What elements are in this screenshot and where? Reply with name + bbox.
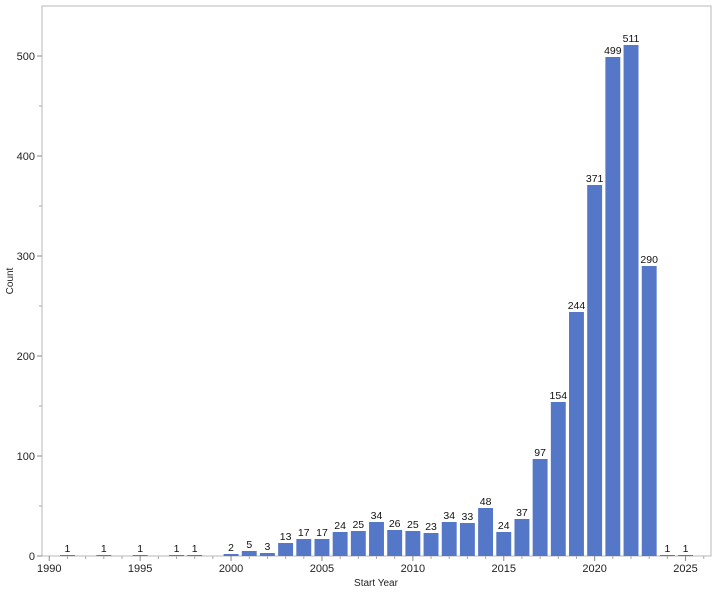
bar-2020 xyxy=(587,185,603,556)
bar-2012 xyxy=(441,522,457,556)
bar-1991 xyxy=(60,555,75,556)
x-tick-label-2015: 2015 xyxy=(492,563,516,575)
bar-2001 xyxy=(241,551,257,556)
y-tick-label-0: 0 xyxy=(29,551,35,563)
bar-2008 xyxy=(369,522,384,556)
data-label-2003: 13 xyxy=(280,531,292,543)
data-label-2022: 511 xyxy=(623,33,640,45)
data-label-2021: 499 xyxy=(604,45,622,57)
bar-2002 xyxy=(259,553,275,556)
data-label-2025: 1 xyxy=(683,543,689,555)
bar-1997 xyxy=(169,555,184,556)
x-tick-label-1990: 1990 xyxy=(37,563,61,575)
data-label-2008: 34 xyxy=(371,510,383,522)
bar-1998 xyxy=(187,555,203,556)
bar-2007 xyxy=(350,531,366,556)
y-tick-label-400: 400 xyxy=(17,151,35,163)
bar-2019 xyxy=(569,312,584,556)
data-label-2020: 371 xyxy=(586,173,604,185)
bar-2025 xyxy=(678,555,694,556)
data-label-2011: 23 xyxy=(425,521,437,533)
data-label-2001: 5 xyxy=(246,539,252,551)
bar-2024 xyxy=(659,555,675,556)
bar-2017 xyxy=(532,459,548,556)
data-label-1995: 1 xyxy=(137,543,143,555)
data-label-1998: 1 xyxy=(192,543,198,555)
bar-2000 xyxy=(223,554,239,556)
data-label-2023: 290 xyxy=(640,254,658,266)
data-label-2010: 25 xyxy=(407,519,419,531)
y-tick-label-200: 200 xyxy=(17,351,35,363)
y-tick-label-100: 100 xyxy=(17,451,35,463)
bar-1993 xyxy=(96,555,112,556)
bar-2006 xyxy=(332,532,348,556)
bar-2004 xyxy=(296,539,312,556)
x-tick-label-2000: 2000 xyxy=(219,563,243,575)
data-label-2006: 24 xyxy=(334,520,346,532)
y-axis-label: Count xyxy=(5,267,16,294)
x-axis-label: Start Year xyxy=(354,578,399,589)
data-label-2014: 48 xyxy=(480,496,492,508)
data-label-2012: 34 xyxy=(443,510,455,522)
bar-2022 xyxy=(623,45,639,556)
bar-2016 xyxy=(514,519,530,556)
y-tick-label-500: 500 xyxy=(17,51,35,63)
data-label-2016: 37 xyxy=(516,507,528,519)
x-tick-label-2010: 2010 xyxy=(401,563,425,575)
bar-2023 xyxy=(641,266,657,556)
bar-1995 xyxy=(132,555,148,556)
bar-2010 xyxy=(405,531,421,556)
data-label-2013: 33 xyxy=(462,511,474,523)
bar-2021 xyxy=(605,57,621,556)
data-label-2009: 26 xyxy=(389,518,401,530)
bar-2013 xyxy=(459,523,475,556)
x-tick-label-2025: 2025 xyxy=(673,563,697,575)
data-label-2015: 24 xyxy=(498,520,510,532)
bar-2018 xyxy=(550,402,566,556)
data-label-2002: 3 xyxy=(264,541,270,553)
data-label-2018: 154 xyxy=(550,390,568,402)
data-label-2004: 17 xyxy=(298,527,310,539)
x-tick-label-1995: 1995 xyxy=(128,563,152,575)
data-label-2000: 2 xyxy=(228,542,234,554)
bar-2011 xyxy=(423,533,439,556)
bar-2015 xyxy=(496,532,512,556)
data-label-2005: 17 xyxy=(316,527,328,539)
y-tick-label-300: 300 xyxy=(17,251,35,263)
bars-group xyxy=(60,45,694,556)
data-label-2019: 244 xyxy=(568,300,586,312)
data-label-1997: 1 xyxy=(174,543,180,555)
x-tick-label-2020: 2020 xyxy=(582,563,606,575)
bar-2005 xyxy=(314,539,330,556)
data-label-1993: 1 xyxy=(101,543,107,555)
data-label-2024: 1 xyxy=(664,543,670,555)
bar-2014 xyxy=(478,508,494,556)
bar-2003 xyxy=(278,543,294,556)
bar-2009 xyxy=(387,530,403,556)
x-axis: 1990 1995 2000 2005 2010 2015 2020 2025 xyxy=(37,556,705,575)
x-tick-label-2005: 2005 xyxy=(310,563,334,575)
data-label-1991: 1 xyxy=(65,543,71,555)
data-label-2007: 25 xyxy=(352,519,364,531)
data-label-2017: 97 xyxy=(534,447,546,459)
y-axis: 0 100 200 300 400 500 xyxy=(17,51,42,563)
